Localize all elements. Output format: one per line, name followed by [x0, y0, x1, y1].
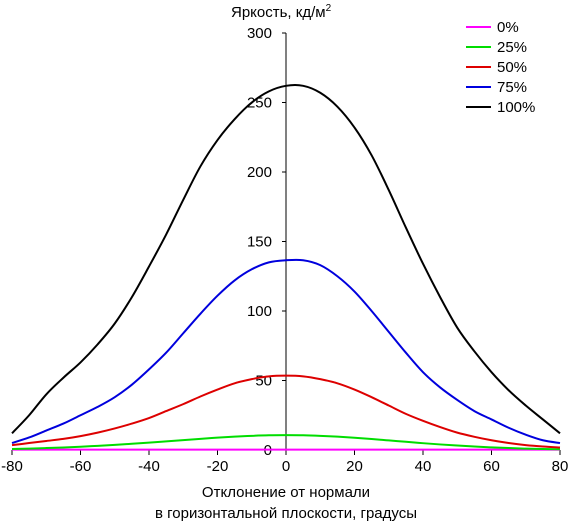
- legend-label-75pct: 75%: [497, 79, 527, 96]
- legend-label-100pct: 100%: [497, 99, 535, 116]
- y-axis-title-superscript: 2: [326, 3, 332, 14]
- legend-label-25pct: 25%: [497, 39, 527, 56]
- series-line-25pct: [11, 434, 561, 451]
- x-tick-label: 40: [415, 458, 432, 475]
- y-tick-label: 150: [247, 234, 272, 251]
- y-tick-label: 300: [247, 25, 272, 42]
- x-tick-label: 80: [552, 458, 568, 475]
- x-tick-label: -60: [70, 458, 92, 475]
- x-tick-label: 0: [282, 458, 290, 475]
- legend-label-50pct: 50%: [497, 59, 527, 76]
- x-tick-label: -80: [1, 458, 23, 475]
- x-tick-label: 60: [483, 458, 500, 475]
- x-ticks: -80 -60 -40 -20 0 20 40 60 80: [1, 450, 568, 475]
- y-tick-label: 200: [247, 164, 272, 181]
- legend-label-0pct: 0%: [497, 19, 519, 36]
- y-tick-label: 100: [247, 303, 272, 320]
- series-line-50pct: [11, 374, 561, 449]
- x-axis-title-line2: в горизонтальной плоскости, градусы: [155, 505, 417, 522]
- x-tick-label: 20: [346, 458, 363, 475]
- series-line-75pct: [11, 258, 561, 445]
- x-tick-label: -20: [207, 458, 229, 475]
- y-axis-title: Яркость, кд/м2: [231, 3, 332, 21]
- axes: -80 -60 -40 -20 0 20 40 60 80 0 50 100 150 200 250 300: [1, 25, 568, 475]
- y-axis-title-text: Яркость, кд/м: [231, 4, 326, 21]
- series-lines: [11, 84, 561, 451]
- y-tick-label: 50: [255, 373, 272, 390]
- x-tick-label: -40: [138, 458, 160, 475]
- y-tick-label: 250: [247, 95, 272, 112]
- x-axis-title-line1: Отклонение от нормали: [202, 484, 370, 501]
- legend: 0% 25% 50% 75% 100%: [466, 19, 535, 116]
- series-line-100pct: [11, 84, 561, 435]
